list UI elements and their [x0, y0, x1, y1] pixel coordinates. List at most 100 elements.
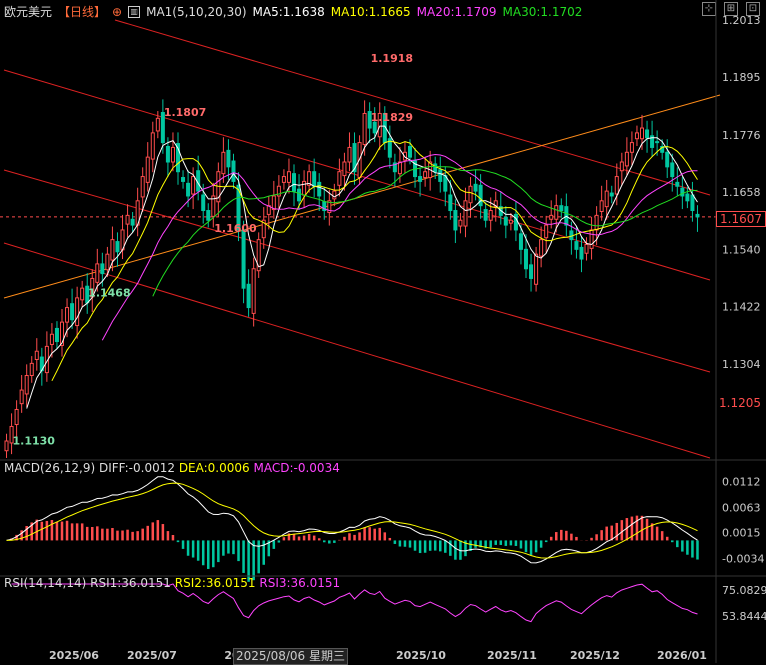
candle-body: [544, 224, 549, 239]
price-annotation: 1.1130: [13, 434, 56, 447]
candle-body: [14, 408, 19, 426]
candle: [418, 167, 423, 197]
period-label[interactable]: 【日线】: [58, 5, 107, 19]
candle: [155, 111, 160, 139]
candle-body: [271, 195, 276, 211]
candle-body: [65, 307, 70, 323]
candle-body: [488, 210, 493, 221]
candle-body: [256, 239, 261, 272]
trend-line-2: [3, 242, 711, 459]
candle: [322, 186, 327, 220]
candle-body: [29, 362, 34, 377]
candle: [483, 202, 488, 228]
candle-body: [281, 176, 286, 183]
candle: [236, 172, 241, 242]
candle-body: [624, 151, 629, 167]
candle: [549, 200, 554, 229]
candle: [534, 246, 539, 292]
candle: [9, 413, 14, 455]
candle: [140, 167, 145, 212]
candle-body: [226, 149, 231, 168]
candle-body: [473, 183, 478, 192]
candle: [614, 163, 619, 206]
candle: [690, 181, 695, 222]
candle-body: [392, 162, 397, 173]
candle: [281, 169, 286, 190]
candle-body: [49, 333, 54, 345]
candle-body: [175, 143, 181, 173]
candle-body: [513, 213, 518, 231]
candle-body: [680, 187, 685, 197]
diff-line: [6, 476, 698, 564]
candle-body: [377, 112, 382, 138]
candle: [604, 179, 609, 220]
price-annotation: 1.1600: [214, 222, 257, 235]
candle-body: [165, 145, 170, 163]
candle: [261, 207, 266, 249]
candle: [24, 364, 29, 408]
candle-body: [433, 163, 438, 173]
candle-body: [236, 184, 241, 231]
candle-body: [387, 138, 392, 158]
candle-body: [75, 297, 80, 327]
candle: [508, 212, 513, 231]
maximize-icon[interactable]: ⊡: [746, 2, 760, 16]
candle: [4, 433, 9, 458]
candle-body: [100, 263, 105, 275]
macd-tick-label: 0.0063: [722, 501, 761, 514]
candle: [523, 234, 529, 278]
candle-body: [191, 176, 196, 195]
settings-icon[interactable]: ⊕: [112, 4, 123, 19]
candle-body: [407, 145, 413, 158]
rsi-title: RSI(14,14,14): [4, 576, 87, 590]
candle-body: [302, 180, 307, 196]
candle-body: [211, 195, 216, 217]
candle-body: [589, 229, 594, 249]
candle-body: [549, 214, 554, 220]
candle: [181, 170, 186, 189]
ma-icon: ▥: [128, 5, 141, 18]
candle: [574, 226, 579, 259]
y-tick-label: 1.1540: [722, 243, 761, 256]
candle-body: [181, 177, 186, 182]
toolbar: ⊹ ⊞ ⊡: [702, 2, 760, 16]
candle: [458, 212, 463, 234]
candle: [347, 132, 352, 172]
macd-value: MACD:-0.0034: [253, 461, 340, 475]
candle: [150, 121, 155, 173]
candle-body: [629, 142, 634, 153]
candle: [276, 175, 281, 210]
candle: [352, 132, 357, 185]
candle: [665, 139, 670, 179]
candle: [39, 347, 44, 386]
candle: [29, 356, 34, 383]
candle-body: [554, 205, 559, 220]
candle: [634, 125, 639, 146]
candle-body: [130, 218, 135, 226]
y-tick-label: 1.1895: [722, 71, 761, 84]
candle-body: [448, 194, 453, 212]
candle-body: [312, 171, 317, 187]
candle: [670, 153, 675, 192]
x-tick-label: 2025/10: [396, 649, 446, 662]
candle: [14, 400, 19, 440]
candle-body: [80, 287, 85, 301]
candle-body: [155, 117, 160, 132]
zoom-icon[interactable]: ⊞: [724, 2, 738, 16]
candle: [453, 199, 458, 244]
macd-title: MACD(26,12,9): [4, 461, 96, 475]
candle: [175, 132, 181, 185]
candle-body: [634, 132, 639, 140]
candle-body: [291, 173, 297, 192]
candle: [44, 331, 49, 382]
x-tick-label: 2025/12: [570, 649, 620, 662]
trend-line-1: [3, 169, 711, 373]
y-tick-label: 1.1776: [722, 129, 761, 142]
candle: [554, 194, 559, 233]
candle-body: [297, 188, 302, 202]
candle-body: [650, 135, 655, 148]
candle: [629, 131, 634, 166]
rsi-tick-label: 75.0829: [722, 584, 766, 597]
